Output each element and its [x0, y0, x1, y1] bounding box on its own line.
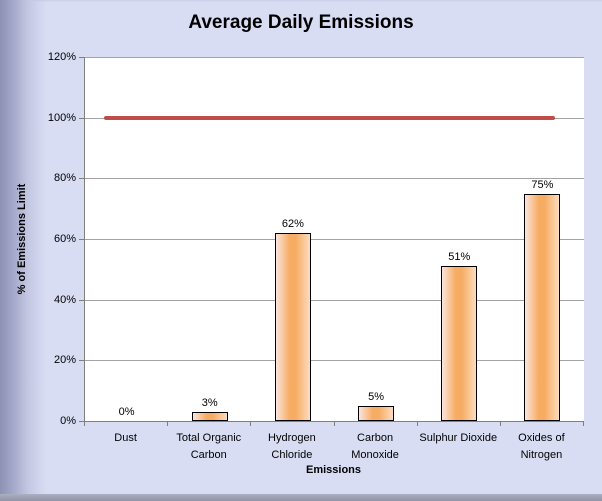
- x-axis-tick: [583, 422, 584, 426]
- y-tick-label: 100%: [47, 111, 76, 124]
- bar-value-label: 3%: [201, 396, 218, 409]
- bar-value-label: 62%: [281, 217, 304, 230]
- x-axis-tick: [416, 422, 418, 426]
- x-axis-tick: [333, 422, 335, 426]
- bottom-border-strip: [0, 494, 602, 501]
- gridline: [85, 239, 584, 240]
- x-axis-tick: [84, 422, 85, 426]
- x-category-label: Total Organic Carbon: [167, 430, 251, 464]
- gridline: [85, 178, 584, 180]
- x-axis-title: Emissions: [305, 464, 362, 476]
- gridline: [85, 299, 584, 301]
- y-axis-tick: [79, 178, 84, 180]
- chart-title: Average Daily Emissions: [188, 12, 414, 33]
- y-tick-label: 0%: [60, 415, 76, 427]
- bar-value-label: 5%: [368, 390, 385, 403]
- x-axis-tick: [250, 422, 252, 426]
- x-category-label-text: Sulphur Dioxide: [419, 432, 498, 444]
- y-tick-label: 120%: [47, 51, 76, 63]
- y-tick-label: 60%: [53, 233, 76, 245]
- x-category-label-text: Total Organic Carbon: [176, 432, 242, 461]
- bar-value-label: 51%: [448, 251, 471, 264]
- x-category-label-text: Carbon Monoxide: [351, 432, 399, 461]
- y-tick-label: 40%: [53, 293, 76, 306]
- bar: [358, 405, 395, 421]
- y-axis-tick: [79, 117, 84, 119]
- y-axis-tick: [79, 239, 84, 240]
- bar: [441, 266, 478, 421]
- x-category-label: Sulphur Dioxide: [416, 430, 500, 447]
- x-axis-tick: [499, 422, 501, 426]
- y-axis-tick: [79, 299, 84, 301]
- bar: [191, 411, 228, 421]
- gridline: [85, 57, 584, 58]
- y-axis-tick: [79, 57, 84, 58]
- top-border-highlight: [0, 0, 602, 2]
- x-category-label-text: Oxides of Nitrogen: [518, 432, 565, 461]
- limit-line: [104, 115, 555, 120]
- x-category-label: Carbon Monoxide: [333, 430, 417, 464]
- y-tick-label: 80%: [53, 172, 76, 185]
- bar-value-label: 0%: [118, 406, 135, 418]
- x-category-label: Oxides of Nitrogen: [499, 430, 583, 464]
- bar-value-label: 75%: [531, 178, 554, 191]
- y-axis-title: % of Emissions Limit: [16, 183, 28, 295]
- bar: [274, 232, 311, 421]
- y-axis-tick: [79, 360, 84, 362]
- gridline: [85, 360, 584, 362]
- bar: [524, 193, 561, 421]
- y-tick-label: 20%: [53, 354, 76, 367]
- x-axis-tick: [167, 422, 169, 426]
- x-category-label: Dust: [84, 430, 168, 447]
- x-category-label-text: Dust: [114, 432, 137, 444]
- y-axis-tick: [79, 421, 84, 422]
- plot-area: 0% 3% 62% 5% 51% 75%: [84, 57, 584, 422]
- x-category-label: Hydrogen Chloride: [250, 430, 334, 464]
- x-category-label-text: Hydrogen Chloride: [268, 432, 316, 461]
